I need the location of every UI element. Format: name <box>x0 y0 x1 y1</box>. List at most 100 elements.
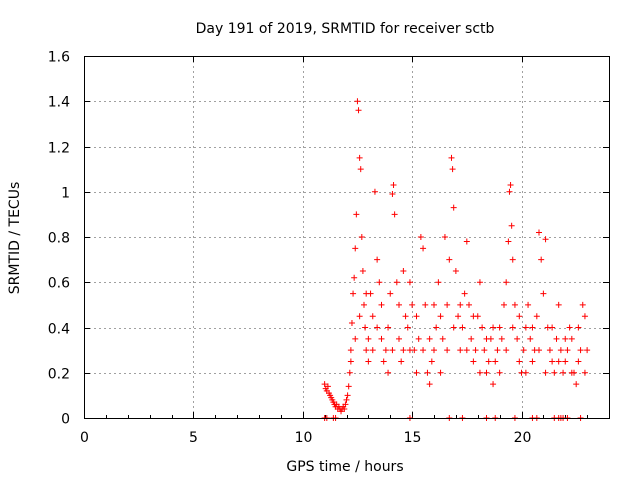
data-point <box>575 358 582 365</box>
data-point <box>551 369 558 376</box>
data-point <box>398 358 405 365</box>
data-point <box>511 301 518 308</box>
data-point <box>378 335 385 342</box>
data-point <box>479 324 486 331</box>
plot-frame <box>84 56 610 419</box>
data-point <box>435 279 442 286</box>
x-axis-label: GPS time / hours <box>286 459 403 475</box>
data-point <box>365 335 372 342</box>
data-point <box>555 358 562 365</box>
data-point <box>529 324 536 331</box>
data-point <box>347 347 354 354</box>
data-point <box>400 267 407 274</box>
data-point <box>347 358 354 365</box>
data-point <box>562 335 569 342</box>
data-point <box>553 335 560 342</box>
y-tick-label: 1 <box>61 186 70 202</box>
y-tick-label: 0.8 <box>48 231 70 247</box>
chart-title: Day 191 of 2019, SRMTID for receiver sct… <box>196 21 495 37</box>
data-point <box>470 313 477 320</box>
data-point <box>542 236 549 243</box>
data-point <box>555 301 562 308</box>
y-tick-label: 0.6 <box>48 276 70 292</box>
data-point <box>568 369 575 376</box>
data-point <box>476 369 483 376</box>
data-point <box>538 256 545 263</box>
y-axis-label: SRMTID / TECUs <box>7 182 23 295</box>
data-point <box>449 166 456 173</box>
data-point <box>522 369 529 376</box>
data-point <box>450 324 457 331</box>
data-point <box>433 324 440 331</box>
data-point <box>406 279 413 286</box>
data-point <box>516 313 523 320</box>
data-point <box>346 369 353 376</box>
data-point <box>378 301 385 308</box>
data-point <box>509 256 516 263</box>
data-point <box>468 335 475 342</box>
data-point <box>345 383 352 390</box>
data-point <box>450 204 457 211</box>
data-point <box>573 381 580 388</box>
data-point <box>577 347 584 354</box>
data-point <box>389 191 396 198</box>
data-point <box>324 383 331 390</box>
data-point <box>470 358 477 365</box>
x-tick-label: 0 <box>80 430 89 446</box>
data-point <box>341 405 348 412</box>
data-point <box>581 313 588 320</box>
data-point <box>396 301 402 308</box>
data-point <box>533 313 540 320</box>
data-point <box>406 347 413 354</box>
data-point <box>389 347 396 354</box>
axis-ticks: 0 5 10 15 20 0 0.2 0.4 0.6 0.8 1 1.2 1.4 1.6 <box>48 50 609 446</box>
data-point <box>424 369 431 376</box>
data-point <box>348 319 355 326</box>
data-point <box>448 154 455 161</box>
data-point <box>402 313 409 320</box>
y-tick-label: 1.6 <box>48 50 70 66</box>
data-point <box>321 381 328 388</box>
data-point <box>417 234 424 240</box>
data-point <box>437 369 444 376</box>
data-point <box>584 347 591 354</box>
data-point <box>363 290 370 297</box>
y-tick-label: 0.2 <box>48 367 70 383</box>
data-point <box>413 369 420 376</box>
data-point <box>358 234 365 240</box>
data-point <box>413 313 420 320</box>
data-point <box>446 256 453 263</box>
data-point <box>361 301 367 308</box>
data-point <box>357 166 364 173</box>
data-point <box>371 188 378 195</box>
grid-lines <box>84 56 609 418</box>
x-tick-label: 10 <box>295 430 313 446</box>
data-point <box>455 313 462 320</box>
data-point <box>396 335 402 342</box>
data-point <box>422 301 429 308</box>
data-point <box>343 396 350 403</box>
data-point <box>344 392 351 399</box>
data-point <box>492 358 499 365</box>
data-point <box>431 301 437 308</box>
data-point <box>342 401 349 408</box>
data-point <box>496 324 503 331</box>
data-point <box>359 267 366 274</box>
data-point <box>374 256 381 263</box>
data-point <box>437 313 444 320</box>
data-point <box>400 347 407 354</box>
data-point <box>426 381 433 388</box>
data-point <box>564 347 571 354</box>
data-point <box>426 335 433 342</box>
data-point <box>529 358 536 365</box>
data-point <box>575 324 582 331</box>
data-point <box>369 313 376 320</box>
data-point <box>562 358 569 365</box>
x-tick-label: 5 <box>189 430 198 446</box>
data-point <box>428 358 435 365</box>
data-point <box>560 369 567 376</box>
x-tick-label: 15 <box>404 430 422 446</box>
data-point <box>501 301 507 308</box>
